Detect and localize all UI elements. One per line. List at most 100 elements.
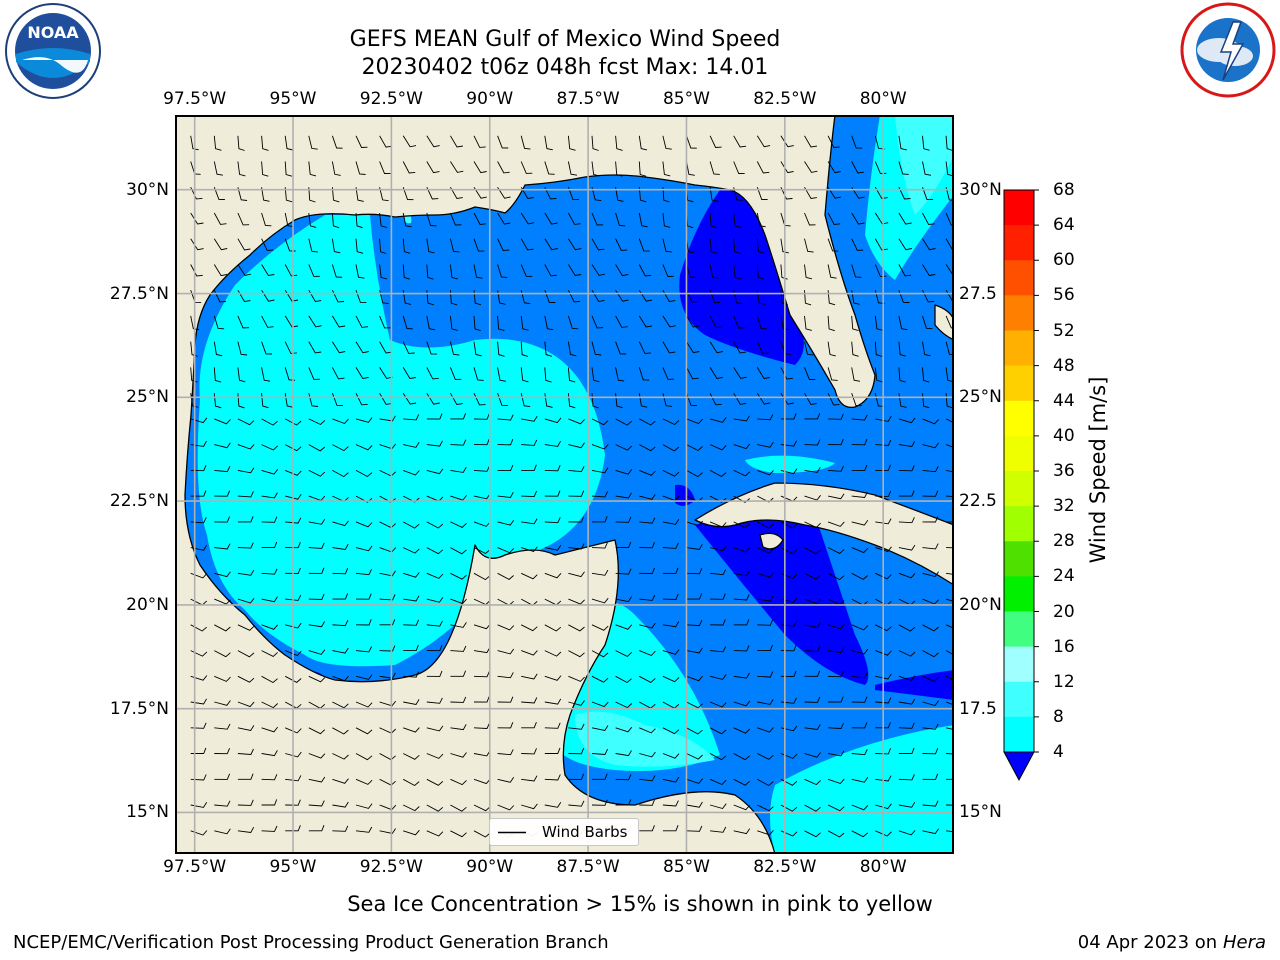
wind-barb	[449, 212, 462, 226]
wind-barb	[922, 773, 939, 780]
wind-barb	[568, 800, 585, 807]
wind-barb	[922, 598, 940, 605]
lon-tick-label: 90°W	[466, 89, 514, 109]
wind-barb	[355, 674, 373, 680]
colorbar-tick-label: 52	[1053, 320, 1075, 341]
wind-barb	[568, 748, 585, 755]
wind-barb	[473, 547, 491, 555]
wind-barb	[686, 161, 695, 176]
wind-barb	[922, 700, 939, 707]
wind-barb	[237, 725, 255, 732]
colorbar-tick-label: 8	[1053, 706, 1064, 727]
wind-barb	[827, 161, 841, 174]
wind-barb	[332, 520, 349, 527]
wind-barb	[686, 135, 697, 149]
wind-barb	[261, 161, 269, 177]
wind-barb	[355, 264, 365, 279]
wind-barb	[285, 469, 302, 476]
wind-barb	[520, 290, 531, 305]
wind-barb	[922, 418, 940, 425]
wind-barb	[567, 367, 576, 383]
wind-barb	[308, 161, 317, 177]
wind-barb	[285, 751, 302, 758]
wind-barb	[827, 315, 835, 332]
wind-barb	[662, 135, 672, 150]
wind-barb	[757, 595, 774, 602]
wind-barb	[332, 543, 349, 550]
wind-barb	[874, 264, 887, 277]
wind-barb	[662, 825, 679, 832]
colorbar-tick-label: 24	[1053, 566, 1075, 587]
wind-barb	[756, 135, 771, 148]
wind-barb	[662, 444, 680, 452]
wind-barb	[874, 341, 883, 357]
wind-barb	[450, 547, 467, 555]
wind-barb	[473, 722, 490, 729]
wind-barb	[237, 238, 251, 251]
wind-barb	[285, 825, 301, 832]
wind-barb	[827, 186, 841, 199]
wind-barb	[190, 187, 203, 200]
wind-barb	[875, 830, 892, 837]
lon-tick-label: 82.5°W	[753, 857, 817, 877]
colorbar-segment	[1004, 506, 1034, 542]
wind-barb	[875, 490, 892, 498]
wind-barb	[426, 572, 444, 579]
wind-barb	[426, 753, 444, 759]
wind-barb	[757, 414, 774, 421]
wind-barb	[615, 418, 632, 426]
wind-barb	[521, 572, 538, 580]
chart-subtitle: 20230402 t06z 048h fcst Max: 14.01	[361, 55, 769, 80]
wind-barb	[426, 547, 444, 555]
wind-barb	[379, 212, 388, 228]
wind-barb	[615, 624, 633, 630]
wind-barb	[757, 699, 774, 705]
wind-speed-map	[175, 115, 954, 854]
wind-barb	[756, 341, 769, 354]
wind-barb	[945, 598, 954, 602]
wind-barb	[544, 341, 552, 357]
wind-barb	[615, 161, 623, 177]
sea-ice-note: Sea Ice Concentration > 15% is shown in …	[347, 892, 933, 916]
wind-barb	[379, 264, 388, 280]
wind-barb	[402, 521, 420, 529]
wind-barb	[709, 545, 727, 552]
wind-barb	[686, 593, 703, 600]
contour-12-16-coast-texas	[404, 214, 412, 224]
wind-barb	[214, 543, 231, 550]
wind-barb	[308, 800, 325, 807]
wind-barb	[804, 439, 821, 446]
wind-barb	[213, 238, 228, 251]
wind-barb	[544, 544, 562, 551]
wind-barb	[403, 469, 420, 476]
wind-barb	[639, 650, 656, 657]
wind-barb	[379, 135, 392, 148]
wind-barb	[379, 315, 391, 329]
wind-barb	[213, 161, 223, 176]
wind-barb	[284, 341, 297, 354]
wind-barb	[261, 238, 274, 251]
wind-barb	[261, 212, 272, 227]
wind-barb	[308, 727, 326, 735]
wind-barb	[544, 675, 562, 681]
wind-barb	[355, 701, 373, 708]
wind-barb	[308, 825, 325, 832]
contour-8-12-straits	[745, 455, 835, 473]
wind-barb	[355, 161, 366, 175]
wind-barb	[308, 567, 325, 574]
wind-barb	[851, 722, 868, 729]
wind-barb	[709, 187, 718, 202]
wind-barb	[544, 722, 561, 729]
wind-barb	[473, 493, 491, 500]
wind-barb	[615, 135, 623, 151]
wind-barb	[615, 212, 626, 227]
wind-barb	[733, 495, 750, 503]
wind-barb	[426, 440, 443, 447]
wind-barb	[875, 518, 892, 525]
wind-barb	[568, 723, 585, 730]
wind-barb	[308, 753, 326, 759]
wind-barb	[875, 697, 892, 704]
wind-barb	[213, 341, 223, 357]
wind-barb	[332, 825, 349, 832]
wind-barb	[450, 645, 467, 652]
